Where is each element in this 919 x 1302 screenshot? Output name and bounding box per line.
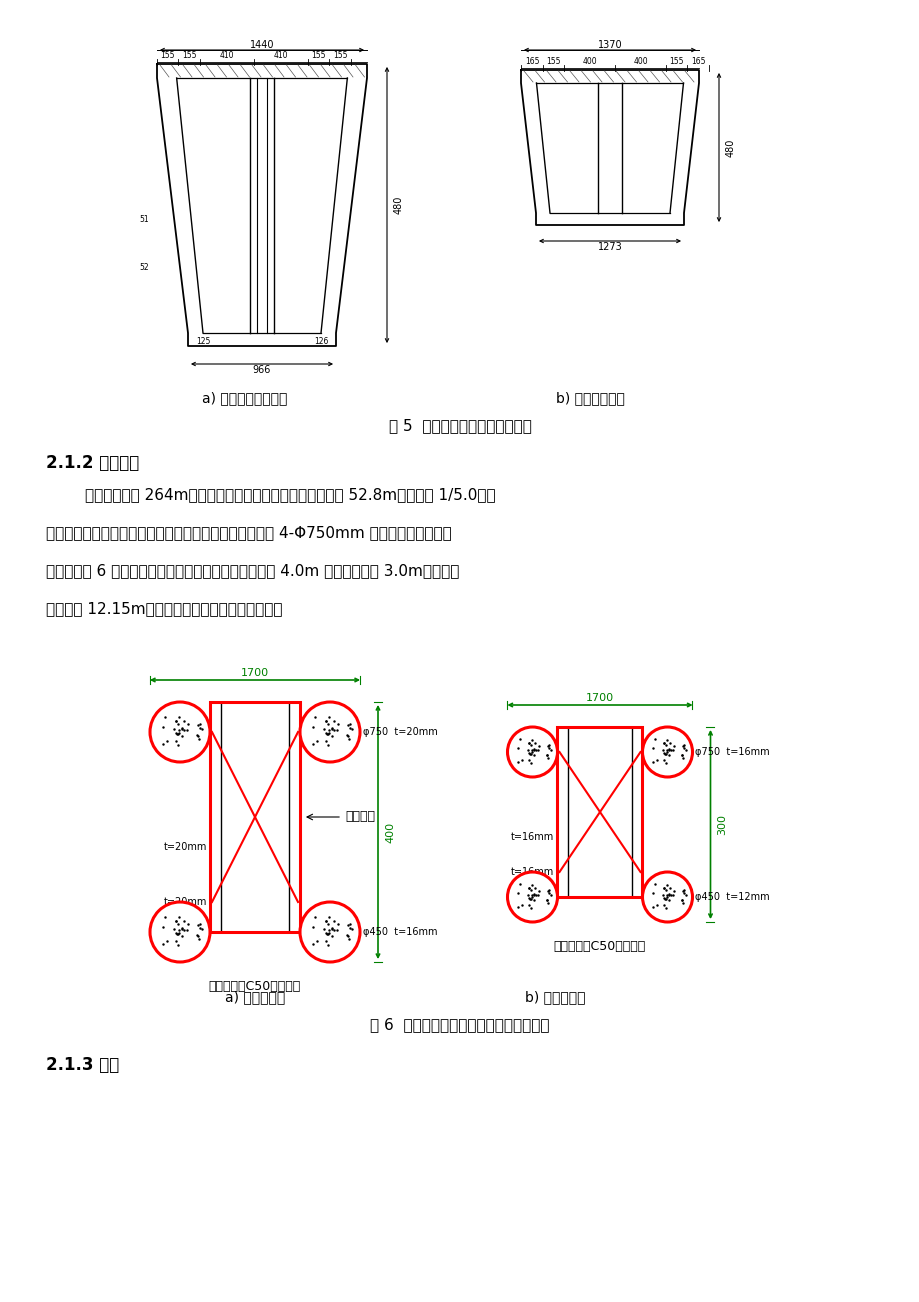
Text: φ450  t=12mm: φ450 t=12mm bbox=[695, 892, 769, 902]
Text: t=20mm: t=20mm bbox=[164, 842, 207, 852]
Text: t=20mm: t=20mm bbox=[164, 727, 207, 737]
Text: 抽真空泵送C50微膨胀砼: 抽真空泵送C50微膨胀砼 bbox=[209, 980, 301, 993]
Text: 图 6  拱脚截面与拱顶截面（单位：厘米）: 图 6 拱脚截面与拱顶截面（单位：厘米） bbox=[369, 1017, 550, 1032]
Circle shape bbox=[300, 902, 359, 962]
Text: 肋中心距 12.15m，有十一道横撑将两片拱肋连接。: 肋中心距 12.15m，有十一道横撑将两片拱肋连接。 bbox=[46, 602, 282, 617]
Text: 966: 966 bbox=[253, 365, 271, 375]
Text: 2.1.2 拱肋构造: 2.1.2 拱肋构造 bbox=[46, 454, 139, 473]
Text: 155: 155 bbox=[160, 52, 175, 60]
Text: t=16mm: t=16mm bbox=[511, 747, 554, 756]
Circle shape bbox=[300, 702, 359, 762]
Text: 155: 155 bbox=[182, 52, 197, 60]
Text: 52: 52 bbox=[139, 263, 149, 272]
Text: 155: 155 bbox=[333, 52, 347, 60]
Circle shape bbox=[507, 727, 557, 777]
Text: 300: 300 bbox=[717, 814, 727, 835]
Text: 图 5  主梁横截面（单位：厘米）: 图 5 主梁横截面（单位：厘米） bbox=[388, 418, 531, 434]
Text: 400: 400 bbox=[384, 822, 394, 842]
Text: 400: 400 bbox=[632, 56, 647, 65]
Circle shape bbox=[150, 902, 210, 962]
Text: 1370: 1370 bbox=[597, 40, 621, 49]
Text: b) 主梁跨中截面: b) 主梁跨中截面 bbox=[555, 391, 624, 405]
Text: t=16mm: t=16mm bbox=[511, 832, 554, 842]
Circle shape bbox=[507, 872, 557, 922]
Text: 480: 480 bbox=[393, 195, 403, 215]
Text: a) 拱脚处截面: a) 拱脚处截面 bbox=[224, 990, 285, 1004]
Text: 155: 155 bbox=[312, 52, 325, 60]
Text: b) 拱顶处截面: b) 拱顶处截面 bbox=[524, 990, 584, 1004]
Text: 2.1.3 吊杆: 2.1.3 吊杆 bbox=[46, 1056, 119, 1074]
Text: φ450  t=16mm: φ450 t=16mm bbox=[363, 927, 437, 937]
Bar bbox=[557, 727, 641, 897]
Text: 165: 165 bbox=[690, 56, 705, 65]
Text: 1440: 1440 bbox=[249, 40, 274, 49]
Bar bbox=[210, 702, 300, 932]
Text: 物线型拱。每孔两片拱肋，每片拱肋通过受力比较，采用 4-Φ750mm 钢管混凝土桁架，拱: 物线型拱。每孔两片拱肋，每片拱肋通过受力比较，采用 4-Φ750mm 钢管混凝土… bbox=[46, 526, 451, 540]
Text: 126: 126 bbox=[313, 336, 328, 345]
Text: t=20mm: t=20mm bbox=[164, 897, 207, 907]
Text: 155: 155 bbox=[668, 56, 683, 65]
Text: 腹杆撑板: 腹杆撑板 bbox=[345, 811, 375, 823]
Text: 肋截面如图 6 所示。拱肋上下弦管中心距离由拱脚处的 4.0m 渐变至拱顶处 3.0m，两片拱: 肋截面如图 6 所示。拱肋上下弦管中心距离由拱脚处的 4.0m 渐变至拱顶处 3… bbox=[46, 564, 459, 578]
Text: t=16mm: t=16mm bbox=[511, 867, 554, 878]
Text: 125: 125 bbox=[196, 336, 210, 345]
Text: 410: 410 bbox=[274, 52, 288, 60]
Text: 1700: 1700 bbox=[241, 668, 268, 678]
Text: 拱肋计算跨径 264m（拱轴线与梁顶面相交点之间），矢高 52.8m，矢跨比 1/5.0，抛: 拱肋计算跨径 264m（拱轴线与梁顶面相交点之间），矢高 52.8m，矢跨比 1… bbox=[46, 487, 495, 503]
Text: φ750  t=16mm: φ750 t=16mm bbox=[695, 747, 769, 756]
Text: 480: 480 bbox=[725, 138, 735, 156]
Text: 400: 400 bbox=[582, 56, 596, 65]
Text: 抽真空泵送C50微膨胀砼: 抽真空泵送C50微膨胀砼 bbox=[553, 940, 645, 953]
Circle shape bbox=[150, 702, 210, 762]
Text: 1273: 1273 bbox=[597, 242, 621, 253]
Text: 1700: 1700 bbox=[585, 693, 613, 703]
Text: 155: 155 bbox=[546, 56, 561, 65]
Text: 51: 51 bbox=[139, 215, 149, 224]
Text: a) 主梁根部附近截面: a) 主梁根部附近截面 bbox=[202, 391, 288, 405]
Text: 410: 410 bbox=[220, 52, 234, 60]
Text: φ750  t=20mm: φ750 t=20mm bbox=[363, 727, 437, 737]
Circle shape bbox=[641, 872, 692, 922]
Circle shape bbox=[641, 727, 692, 777]
Text: 165: 165 bbox=[524, 56, 539, 65]
